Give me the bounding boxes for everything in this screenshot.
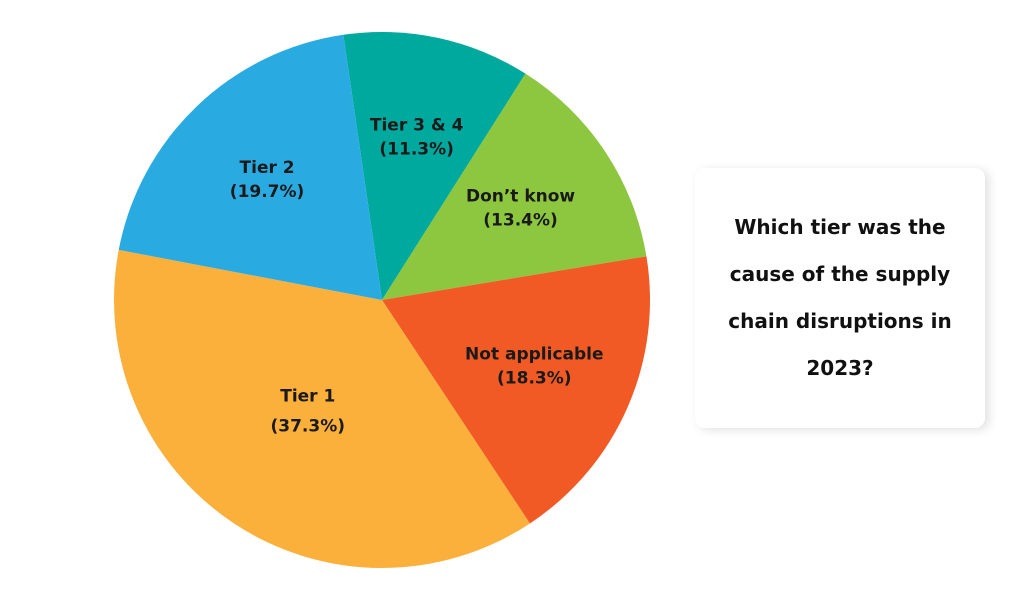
slice-label: Tier 1 <box>280 387 335 407</box>
slice-label: Tier 2 <box>240 158 295 178</box>
question-box: Which tier was the cause of the supply c… <box>695 168 985 428</box>
slice-value-label: (18.3%) <box>497 368 572 388</box>
slice-label: Tier 3 & 4 <box>370 115 464 135</box>
chart-title: Which tier was the cause of the supply c… <box>728 215 952 380</box>
slice-value-label: (19.7%) <box>230 182 305 202</box>
pie-slice <box>343 31 526 300</box>
pie-slice <box>382 256 650 524</box>
slice-value-label: (11.3%) <box>379 139 454 159</box>
slice-label: Not applicable <box>465 344 604 364</box>
pie-slice <box>118 34 383 300</box>
pie-slice <box>113 249 530 569</box>
slice-value-label: (37.3%) <box>271 417 346 437</box>
slice-label: Don’t know <box>466 186 575 206</box>
chart: Tier 3 & 4 (11.3%) Don’t know (13.4%) Not ap… <box>113 31 650 569</box>
slice-value-label: (13.4%) <box>483 210 558 230</box>
pie-slice <box>382 73 647 300</box>
